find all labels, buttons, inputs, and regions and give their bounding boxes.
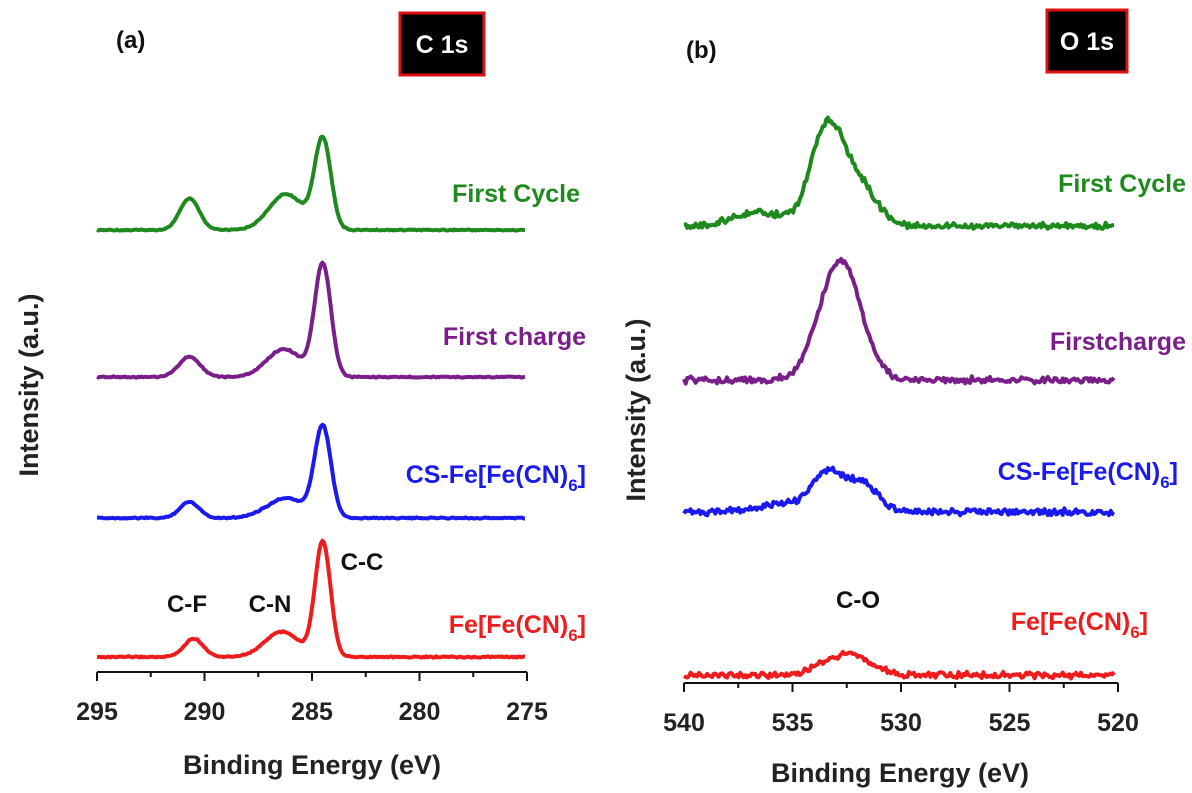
series-line-fe-fe-cn-6	[683, 649, 1116, 681]
tick-label-520: 520	[1097, 709, 1139, 737]
tick-label-290: 290	[184, 698, 226, 726]
series-label-fe-fe-cn-6: Fe[Fe(CN)6]	[449, 611, 586, 645]
panel-a-series-labels: First Cycle First charge CS-Fe[Fe(CN)6] Fe[…	[406, 180, 586, 645]
series-label-first-charge: First charge	[443, 323, 586, 351]
series-line-first-cycle	[683, 115, 1115, 231]
peak-label-c-c: C-C	[341, 549, 384, 576]
series-line-first-cycle	[96, 134, 526, 233]
series-label-firstcharge: Firstcharge	[1050, 328, 1186, 356]
panel-a-peak-labels: C-F C-N C-C	[167, 549, 383, 618]
o1s-badge-text: O 1s	[1060, 28, 1114, 56]
o1s-badge: O 1s	[1045, 8, 1129, 74]
tick-label-295: 295	[76, 698, 118, 726]
series-label-fe-fe-cn-6: Fe[Fe(CN)6]	[1011, 608, 1148, 642]
panel-b-ylabel: Intensity (a.u.)	[621, 318, 651, 501]
series-line-fe-fe-cn-6	[96, 538, 526, 660]
o1s-badge-box	[1045, 8, 1129, 74]
tick-label-530: 530	[880, 709, 922, 737]
panel-a-series	[96, 134, 526, 660]
peak-label-c-o: C-O	[836, 587, 880, 614]
series-label-cs-fe-fe-cn-6: CS-Fe[Fe(CN)6]	[406, 461, 586, 495]
series-line-first-charge	[96, 260, 526, 380]
panel-b-xlabel: Binding Energy (eV)	[771, 758, 1029, 788]
panel-b-ticks: 540 535 530 525 520	[663, 683, 1139, 737]
panel-a-label: (a)	[116, 27, 145, 54]
tick-label-285: 285	[291, 698, 333, 726]
peak-label-c-n: C-N	[249, 591, 292, 618]
series-label-first-cycle: First Cycle	[452, 180, 580, 208]
c1s-badge-text: C 1s	[416, 31, 469, 59]
panel-b-o1s: (b) O 1s Intensity (a.u.) Binding Energy…	[621, 8, 1186, 788]
series-label-cs-fe-fe-cn-6: CS-Fe[Fe(CN)6]	[998, 458, 1178, 492]
panel-a-ticks: 295 290 285 280 275	[76, 672, 548, 726]
tick-label-275: 275	[506, 698, 548, 726]
panel-b-series	[682, 115, 1116, 681]
panel-b-series-labels: First Cycle Firstcharge CS-Fe[Fe(CN)6] Fe[F…	[998, 170, 1186, 642]
panel-a-c1s: (a) C 1s Intensity (a.u.) Binding Energy…	[14, 11, 586, 780]
peak-label-c-f: C-F	[167, 591, 207, 618]
tick-label-525: 525	[989, 709, 1031, 737]
series-line-cs-fe-fe-cn-6	[96, 422, 526, 521]
tick-label-535: 535	[772, 709, 814, 737]
panel-b-peak-labels: C-O	[836, 587, 880, 614]
series-line-cs-fe-fe-cn-6	[682, 465, 1116, 518]
c1s-badge-box	[398, 11, 486, 77]
series-label-first-cycle: First Cycle	[1058, 170, 1186, 198]
tick-label-280: 280	[399, 698, 441, 726]
panel-a-ylabel: Intensity (a.u.)	[14, 293, 44, 476]
panel-b-label: (b)	[686, 37, 717, 64]
c1s-badge: C 1s	[398, 11, 486, 77]
panel-a-xlabel: Binding Energy (eV)	[183, 750, 441, 780]
tick-label-540: 540	[663, 709, 705, 737]
series-line-firstcharge	[682, 256, 1116, 386]
